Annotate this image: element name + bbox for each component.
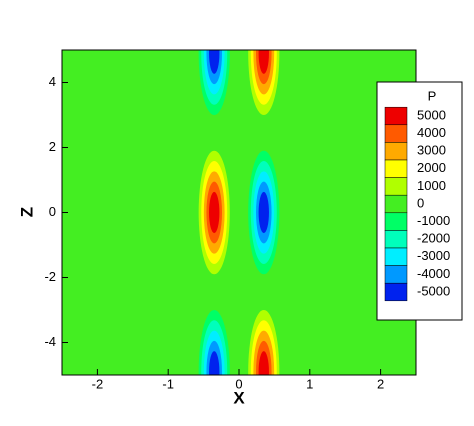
plot-area xyxy=(62,50,416,375)
legend-label: -3000 xyxy=(417,248,450,263)
legend-title: P xyxy=(428,88,437,103)
legend-swatch xyxy=(384,124,408,143)
y-tick-label: 4 xyxy=(49,74,56,89)
y-tick-label: 0 xyxy=(49,204,56,219)
legend-swatch xyxy=(384,247,408,266)
legend-label: -5000 xyxy=(417,283,450,298)
legend-swatch xyxy=(384,177,408,196)
x-tick-label: 0 xyxy=(235,376,242,391)
legend-label: 2000 xyxy=(417,160,446,175)
legend-swatch xyxy=(384,142,408,161)
legend-label: -4000 xyxy=(417,266,450,281)
legend-swatch xyxy=(384,265,408,284)
legend-label: 5000 xyxy=(417,107,446,122)
contour-band xyxy=(258,351,269,375)
y-axis-label: Z xyxy=(17,207,36,217)
y-tick-label: 2 xyxy=(49,139,56,154)
contour-band xyxy=(209,50,220,74)
legend-swatch xyxy=(384,194,408,214)
x-axis-label: X xyxy=(233,388,245,407)
legend-label: 4000 xyxy=(417,125,446,140)
legend-label: -2000 xyxy=(417,231,450,246)
legend-label: 1000 xyxy=(417,178,446,193)
legend-swatch xyxy=(384,282,408,302)
contour-band xyxy=(258,50,269,74)
contour-band xyxy=(209,351,220,375)
contour-band xyxy=(258,191,269,234)
x-tick-label: 2 xyxy=(377,376,384,391)
x-tick-label: -2 xyxy=(92,376,104,391)
y-tick-label: -4 xyxy=(44,334,56,349)
legend-label: -1000 xyxy=(417,213,450,228)
legend-swatch xyxy=(384,159,408,178)
legend-swatch xyxy=(384,230,408,249)
y-tick-label: -2 xyxy=(44,269,56,284)
contour-band xyxy=(62,50,416,375)
legend-label: 3000 xyxy=(417,143,446,158)
legend-label: 0 xyxy=(417,195,424,210)
contour-band xyxy=(209,191,220,234)
x-tick-label: 1 xyxy=(306,376,313,391)
legend-swatch xyxy=(384,212,408,231)
x-tick-label: -1 xyxy=(162,376,174,391)
legend-swatch xyxy=(384,106,408,126)
